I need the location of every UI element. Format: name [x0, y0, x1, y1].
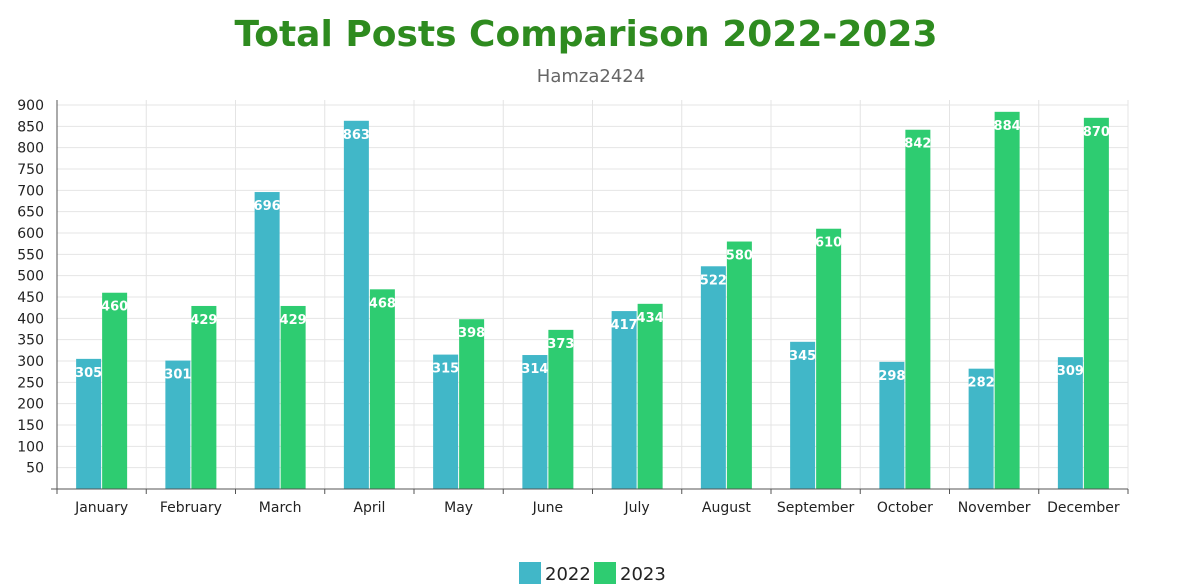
- data-label: 580: [726, 249, 753, 264]
- bar-2022-august[interactable]: [700, 266, 726, 489]
- y-tick-label: 750: [17, 162, 44, 178]
- bar-2023-june[interactable]: [548, 329, 574, 489]
- y-tick-label: 50: [26, 461, 44, 477]
- y-tick-label: 350: [17, 333, 44, 349]
- data-label: 305: [75, 366, 102, 381]
- bar-2023-september[interactable]: [816, 228, 842, 489]
- x-tick-label: April: [353, 500, 385, 516]
- y-tick-label: 800: [17, 141, 44, 157]
- data-label: 460: [101, 300, 128, 315]
- grid: [56, 100, 1129, 489]
- y-tick-label: 700: [17, 183, 44, 199]
- y-tick-label: 200: [17, 397, 44, 413]
- x-tick-label: August: [702, 500, 752, 516]
- legend-swatch-2023[interactable]: [594, 562, 616, 584]
- y-tick-label: 300: [17, 354, 44, 370]
- bar-2023-april[interactable]: [369, 289, 395, 489]
- chart-title: Total Posts Comparison 2022-2023: [234, 14, 937, 55]
- data-label: 696: [254, 199, 281, 214]
- data-label: 870: [1083, 125, 1110, 140]
- bar-2023-may[interactable]: [459, 319, 485, 489]
- bar-2022-november[interactable]: [968, 368, 994, 489]
- data-label: 468: [369, 296, 396, 311]
- bar-2023-august[interactable]: [726, 241, 752, 489]
- data-label: 282: [968, 376, 995, 391]
- bar-2023-october[interactable]: [905, 129, 931, 489]
- bar-2022-march[interactable]: [254, 192, 280, 490]
- data-label: 314: [521, 362, 548, 377]
- bar-2022-april[interactable]: [343, 120, 369, 489]
- data-label: 315: [432, 362, 459, 377]
- y-tick-label: 100: [17, 439, 44, 455]
- data-label: 398: [458, 326, 485, 341]
- bar-2023-february[interactable]: [191, 305, 217, 489]
- legend[interactable]: 2022 2023: [519, 562, 666, 584]
- data-labels: 305 460 301 429 696 429 863 468 315 398 314 373 4174…: [75, 119, 1110, 391]
- data-label: 301: [164, 368, 191, 383]
- y-tick-label: 250: [17, 375, 44, 391]
- y-tick-label: 650: [17, 205, 44, 221]
- legend-label-2023[interactable]: 2023: [620, 564, 666, 584]
- legend-swatch-2022[interactable]: [519, 562, 541, 584]
- bar-2023-july[interactable]: [637, 303, 663, 489]
- bar-2022-december[interactable]: [1057, 357, 1083, 489]
- data-label: 429: [190, 313, 217, 328]
- bar-2023-january[interactable]: [102, 292, 128, 489]
- data-label: 417: [611, 318, 638, 333]
- bar-2022-february[interactable]: [165, 360, 191, 489]
- x-tick-label: February: [160, 500, 222, 516]
- data-label: 373: [547, 337, 574, 352]
- data-label: 884: [994, 119, 1021, 134]
- x-tick-label: March: [259, 500, 302, 516]
- x-tick-label: January: [74, 500, 128, 516]
- data-label: 610: [815, 236, 842, 251]
- x-tick-label: November: [958, 500, 1031, 516]
- x-tick-label: September: [777, 500, 855, 516]
- axes: 50 100 150 200 250 300 350 400 450 500 550 600 650 70…: [17, 98, 1129, 516]
- y-tick-label: 550: [17, 247, 44, 263]
- bar-2023-november[interactable]: [994, 111, 1020, 490]
- y-tick-label: 150: [17, 418, 44, 434]
- bar-2022-october[interactable]: [879, 361, 905, 489]
- bar-2022-september[interactable]: [790, 341, 816, 489]
- bar-2023-december[interactable]: [1083, 117, 1109, 490]
- y-tick-label: 600: [17, 226, 44, 242]
- data-label: 298: [878, 369, 905, 384]
- data-label: 522: [700, 273, 727, 288]
- y-tick-label: 900: [17, 98, 44, 114]
- bar-2022-january[interactable]: [76, 358, 102, 489]
- data-label: 863: [343, 128, 370, 143]
- bar-2022-july[interactable]: [611, 311, 637, 489]
- x-tick-label: June: [532, 500, 564, 516]
- y-tick-label: 850: [17, 119, 44, 135]
- bar-2022-may[interactable]: [433, 354, 459, 489]
- x-tick-label: October: [877, 500, 933, 516]
- x-tick-label: December: [1047, 500, 1120, 516]
- y-tick-label: 500: [17, 269, 44, 285]
- x-tick-label: July: [624, 500, 650, 516]
- bar-2022-june[interactable]: [522, 355, 548, 489]
- data-label: 429: [280, 313, 307, 328]
- chart-subtitle: Hamza2424: [537, 66, 645, 87]
- legend-label-2022[interactable]: 2022: [545, 564, 591, 584]
- data-label: 842: [904, 137, 931, 152]
- y-tick-label: 400: [17, 311, 44, 327]
- bars: [76, 111, 1109, 490]
- x-tick-label: May: [444, 500, 473, 516]
- y-tick-label: 450: [17, 290, 44, 306]
- data-label: 345: [789, 349, 816, 364]
- data-label: 309: [1057, 364, 1084, 379]
- data-label: 434: [637, 311, 664, 326]
- bar-2023-march[interactable]: [280, 305, 306, 489]
